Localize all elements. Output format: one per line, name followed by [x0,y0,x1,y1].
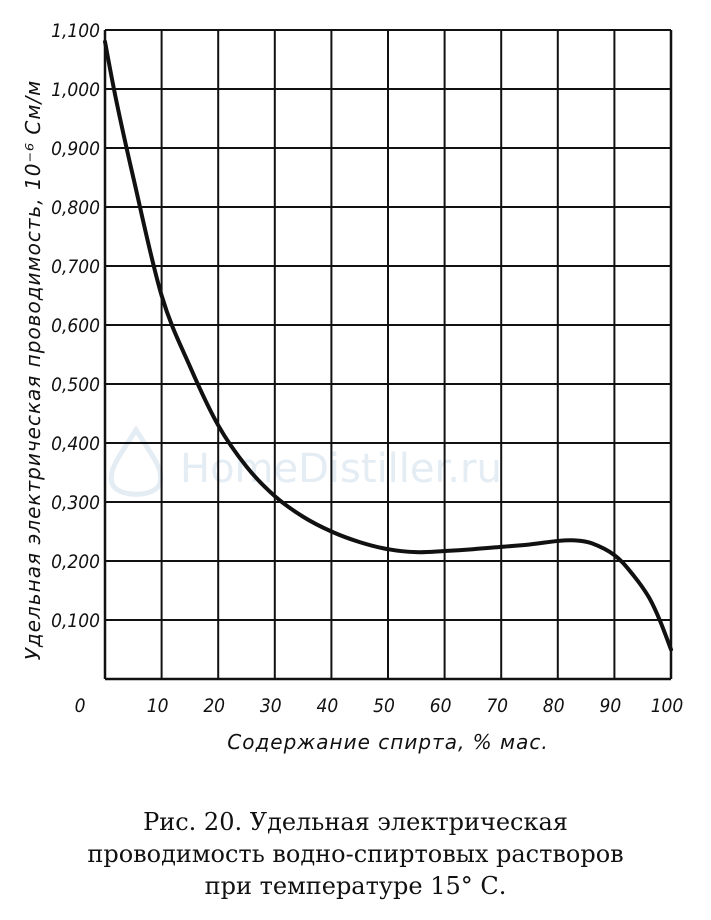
x-tick-label: 30 [260,695,282,717]
x-tick-label: 70 [486,695,508,717]
y-axis-label: Удельная электрическая проводимость, 10⁻… [21,80,45,661]
y-tick-label: 1,100 [51,20,100,42]
y-tick-label: 0,200 [51,551,100,573]
y-tick-label: 0,700 [51,256,100,278]
conductivity-chart: HomeDistiller.ru 0 10 20 30 40 50 60 70 80 90 100 … [21,20,684,754]
y-tick-label: 1,000 [51,79,100,101]
x-tick-label: 90 [600,695,622,717]
x-axis-label: Содержание спирта, % мас. [227,730,548,754]
y-tick-labels: 0,100 0,200 0,300 0,400 0,500 0,600 0,700 0,800… [51,20,100,632]
watermark-text: HomeDistiller.ru [180,446,502,492]
x-tick-label: 10 [147,695,169,717]
y-tick-label: 0,800 [51,197,100,219]
x-tick-label: 80 [543,695,565,717]
caption-line-1: Рис. 20. Удельная электрическая [143,808,568,836]
x-tick-label: 40 [317,695,339,717]
x-tick-labels: 0 10 20 30 40 50 60 70 80 90 100 [75,695,684,717]
y-tick-label: 0,300 [51,492,100,514]
x-tick-label: 50 [373,695,395,717]
conductivity-curve [103,39,673,652]
caption-line-2: проводимость водно-спиртовых растворов [87,840,624,868]
grid [103,29,673,681]
caption-line-3: при температуре 15° С. [204,872,507,900]
y-tick-label: 0,500 [51,374,100,396]
y-tick-label: 0,600 [51,315,100,337]
x-tick-label: 0 [75,695,86,717]
y-tick-label: 0,900 [51,138,100,160]
figure-caption: Рис. 20. Удельная электрическая проводим… [0,806,711,902]
y-tick-label: 0,100 [51,610,100,632]
watermark: HomeDistiller.ru [108,425,502,497]
y-tick-label: 0,400 [51,433,100,455]
drop-icon [108,425,164,497]
x-tick-label: 60 [430,695,452,717]
x-tick-label: 20 [203,695,225,717]
x-tick-label: 100 [651,695,684,717]
